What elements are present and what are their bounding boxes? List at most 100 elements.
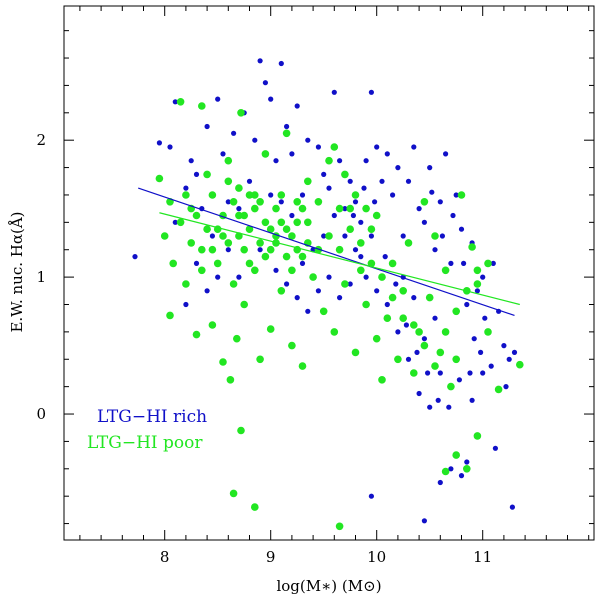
data-point: [266, 225, 275, 233]
data-point: [236, 274, 242, 280]
data-point: [319, 307, 328, 316]
data-point: [427, 404, 433, 410]
data-point: [288, 232, 296, 240]
data-point: [480, 274, 486, 280]
data-point: [220, 151, 226, 157]
data-point: [484, 328, 492, 336]
data-point: [421, 219, 427, 225]
data-point: [494, 385, 503, 394]
data-point: [425, 370, 431, 376]
data-point: [448, 260, 454, 266]
data-point: [390, 192, 396, 198]
data-point: [182, 280, 190, 288]
data-point: [469, 397, 475, 403]
data-point: [330, 143, 339, 151]
data-point: [251, 204, 259, 213]
data-point: [289, 151, 295, 157]
data-point: [341, 170, 349, 179]
data-point: [411, 295, 417, 301]
data-point: [326, 185, 332, 191]
data-point: [304, 177, 312, 186]
data-point: [503, 384, 509, 390]
data-point: [335, 245, 344, 254]
data-point: [219, 358, 227, 366]
data-point: [337, 158, 343, 164]
data-point: [182, 191, 190, 199]
data-point: [208, 191, 217, 199]
data-point: [473, 280, 482, 288]
data-point: [358, 219, 364, 225]
data-point: [347, 281, 353, 287]
data-point: [215, 96, 221, 102]
data-point: [420, 198, 429, 206]
data-point: [237, 109, 245, 117]
data-point: [415, 328, 423, 336]
data-point: [453, 192, 459, 198]
data-point: [224, 177, 233, 186]
data-point: [183, 185, 189, 191]
data-point: [378, 273, 386, 281]
data-point: [176, 98, 185, 106]
data-point: [446, 404, 452, 410]
data-point: [437, 199, 443, 205]
data-point: [288, 341, 296, 350]
data-point: [257, 58, 263, 64]
data-point: [204, 123, 210, 130]
data-point: [404, 239, 413, 247]
data-point: [342, 233, 348, 239]
fit-lines-layer: [138, 187, 520, 317]
data-point: [257, 247, 263, 253]
data-point: [256, 239, 264, 247]
data-point: [236, 206, 242, 212]
data-point: [342, 206, 348, 212]
data-point: [226, 376, 235, 384]
data-point: [374, 288, 380, 294]
data-point: [251, 503, 259, 511]
data-point: [488, 363, 494, 369]
fit-line-hi-poor: [159, 212, 520, 306]
data-point: [277, 191, 286, 199]
data-point: [382, 254, 388, 260]
data-point: [372, 199, 378, 205]
data-point: [346, 225, 355, 233]
data-point: [331, 89, 337, 95]
data-point: [193, 260, 200, 266]
data-point: [405, 356, 412, 362]
data-point: [198, 266, 206, 275]
data-point: [437, 370, 443, 376]
data-point: [367, 225, 376, 233]
data-point: [362, 300, 370, 309]
data-point: [506, 356, 512, 362]
data-point: [209, 233, 215, 239]
data-point: [156, 140, 162, 146]
data-point: [224, 239, 233, 247]
x-tick-label: 10: [367, 548, 386, 566]
data-point: [473, 266, 482, 275]
data-point: [252, 137, 258, 143]
data-point: [183, 301, 189, 308]
data-point: [233, 334, 241, 343]
data-point: [368, 89, 374, 95]
data-point: [284, 123, 290, 130]
data-point: [363, 158, 369, 164]
data-point: [511, 349, 518, 355]
data-point: [237, 426, 245, 435]
data-point: [172, 219, 178, 225]
data-point: [229, 280, 238, 288]
data-point: [277, 218, 286, 227]
data-point: [155, 174, 164, 183]
data-point: [432, 315, 438, 321]
data-point: [399, 287, 408, 295]
data-point: [467, 370, 473, 376]
tick-labels-layer: 8 9 10 11 0 1 2: [36, 131, 492, 566]
data-point: [235, 184, 243, 192]
data-point: [167, 144, 173, 150]
data-point: [368, 233, 374, 239]
data-point: [305, 308, 311, 314]
data-point: [203, 225, 211, 233]
data-point: [431, 232, 439, 240]
data-point: [305, 137, 311, 143]
data-point: [132, 254, 138, 260]
data-point: [272, 204, 280, 213]
data-point: [361, 185, 367, 191]
